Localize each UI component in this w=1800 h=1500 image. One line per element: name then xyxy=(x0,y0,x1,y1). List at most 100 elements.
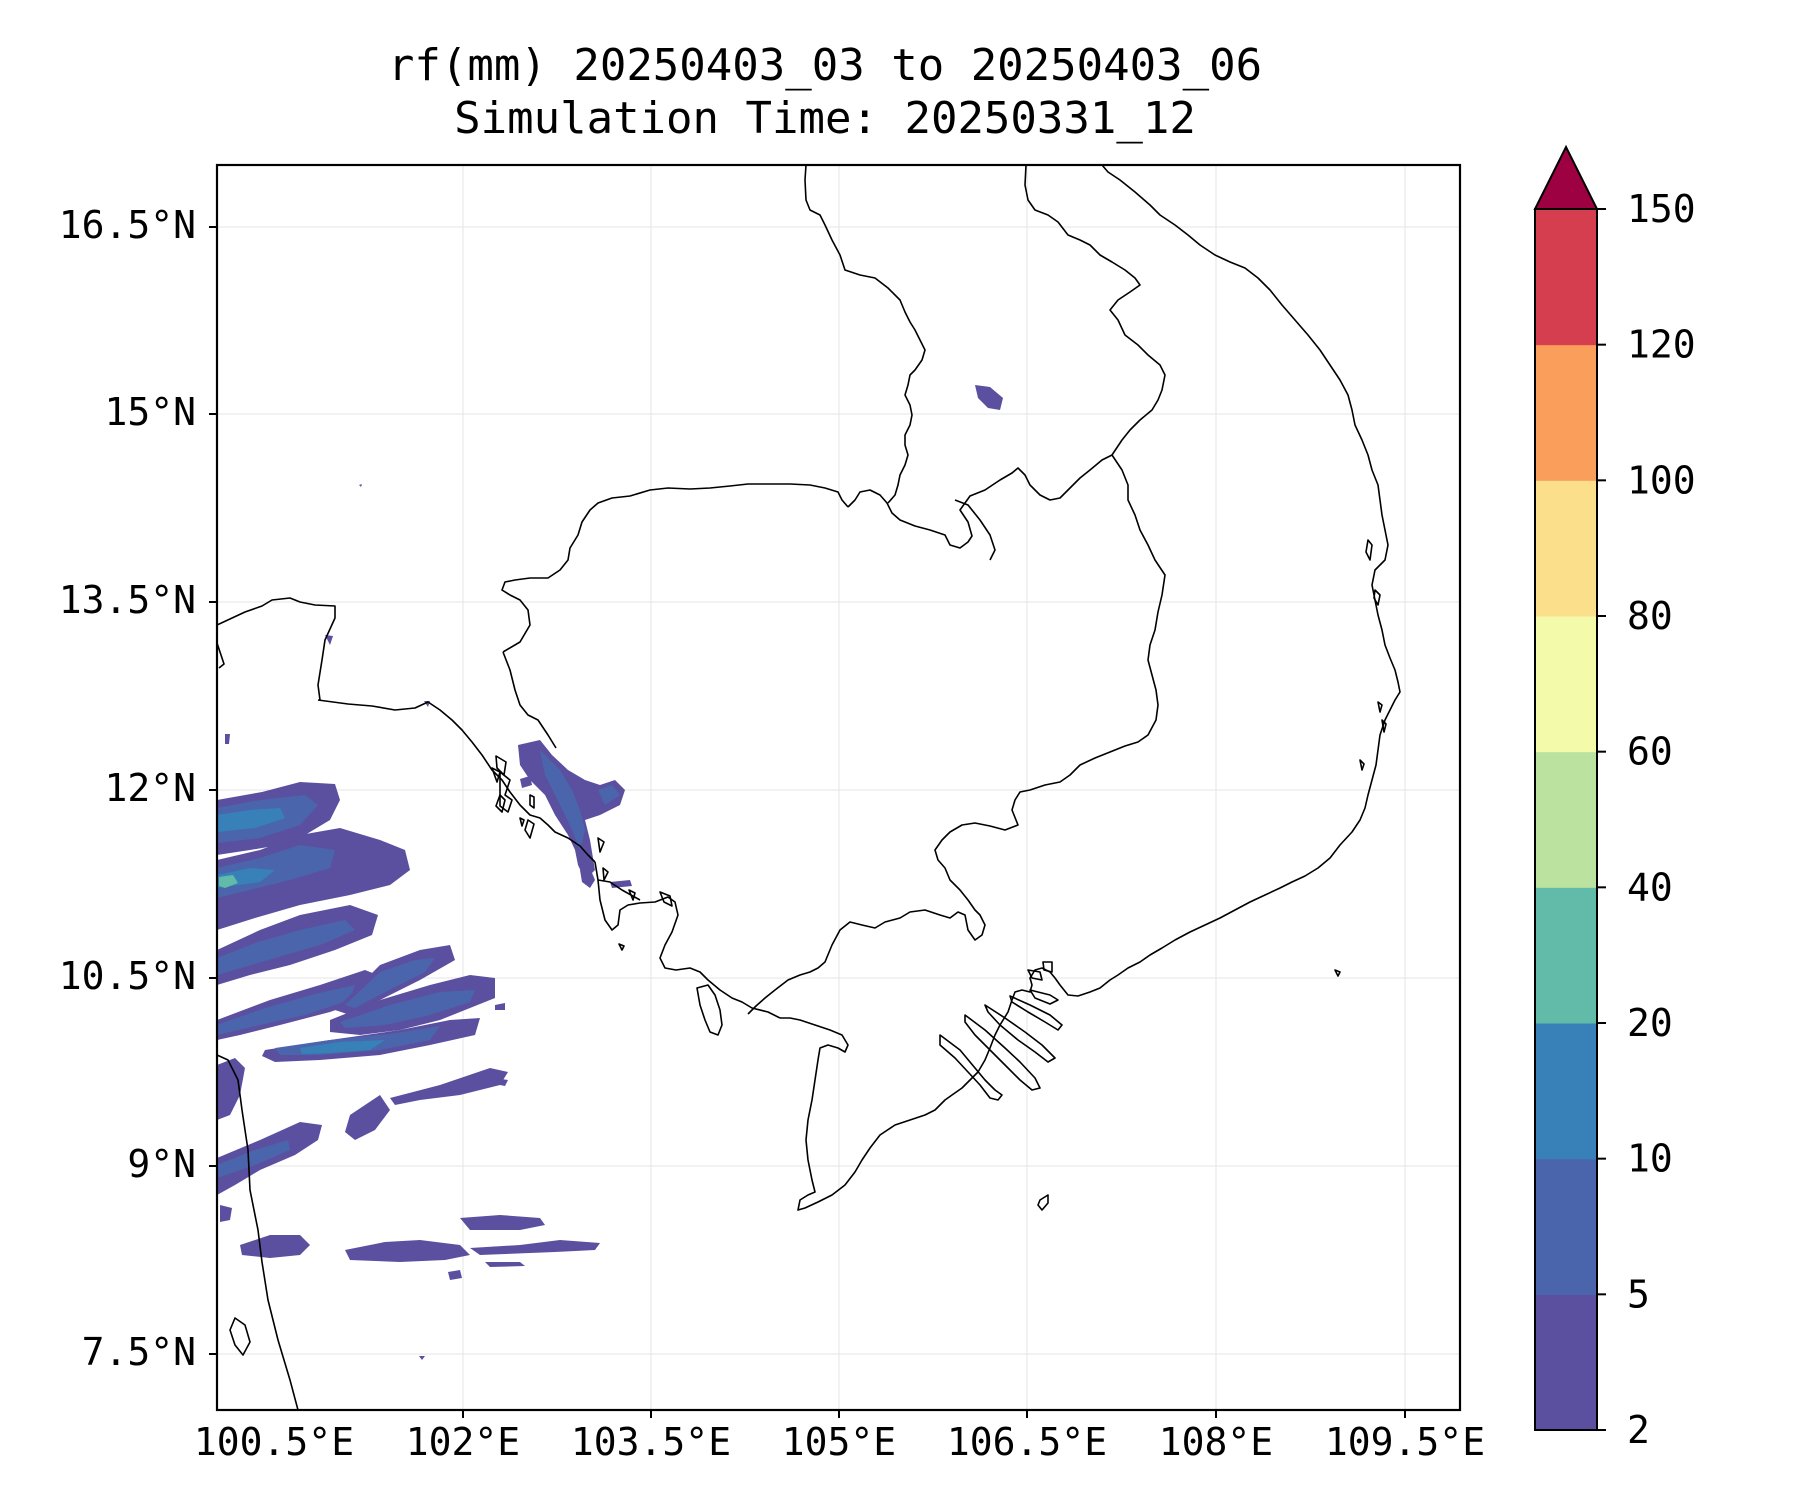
colorbar-segment xyxy=(1535,616,1597,753)
island xyxy=(1381,719,1387,733)
border xyxy=(954,499,996,561)
island xyxy=(519,817,525,827)
lat-label: 7.5°N xyxy=(82,1330,196,1374)
rain-cell xyxy=(217,1058,245,1120)
island xyxy=(696,984,723,1036)
tick-marks xyxy=(209,226,1406,1418)
rain-cell xyxy=(217,828,410,930)
lat-label: 10.5°N xyxy=(59,954,196,998)
coastline xyxy=(524,819,535,839)
rain-cell xyxy=(390,1068,508,1105)
lat-label: 12°N xyxy=(104,766,196,810)
coastline xyxy=(491,767,501,783)
colorbar: 2 5 10 20 40 60 80 100 120 150 xyxy=(1533,144,1696,1452)
colorbar-extend-arrow xyxy=(1533,144,1599,210)
colorbar-tick-label: 120 xyxy=(1627,323,1696,367)
rain-cell xyxy=(217,808,285,832)
coastline xyxy=(495,794,506,813)
colorbar-segment xyxy=(1535,1294,1597,1431)
rain-cell xyxy=(340,990,475,1028)
rain-cell xyxy=(495,1003,505,1010)
coastline xyxy=(1027,969,1043,981)
border xyxy=(594,861,781,1019)
rain-cell xyxy=(470,1240,600,1255)
rain-cell xyxy=(540,750,585,850)
border xyxy=(1024,165,1166,456)
island xyxy=(1377,701,1383,713)
rain-cell xyxy=(217,985,355,1035)
rain-cell xyxy=(580,868,595,888)
coastline xyxy=(602,867,609,881)
rain-cell xyxy=(217,1140,290,1178)
rain-cell xyxy=(345,1240,470,1262)
colorbar-tick-label: 5 xyxy=(1627,1272,1650,1316)
coastlines-borders xyxy=(217,165,1401,1410)
island xyxy=(1373,589,1381,606)
rain-cell xyxy=(520,776,532,788)
lon-label: 106.5°E xyxy=(947,1420,1107,1464)
colorbar-segment xyxy=(1535,751,1597,888)
colorbar-tick-label: 80 xyxy=(1627,594,1673,638)
coastline xyxy=(1029,989,1059,1005)
colorbar-tick-label: 10 xyxy=(1627,1137,1673,1181)
coastline xyxy=(229,1317,251,1356)
lon-label: 109.5°E xyxy=(1325,1420,1485,1464)
coastline xyxy=(1009,995,1063,1031)
coastline xyxy=(984,1004,1056,1063)
rain-cell xyxy=(220,1205,232,1222)
gridlines xyxy=(217,165,1460,1410)
rain-cell xyxy=(359,484,362,487)
rain-cell xyxy=(219,875,238,888)
border xyxy=(847,454,1113,549)
border xyxy=(804,165,926,504)
colorbar-frame xyxy=(1534,208,1598,1431)
lon-label: 100.5°E xyxy=(194,1420,354,1464)
colorbar-tick-label: 100 xyxy=(1627,458,1696,502)
colorbar-tick-label: 20 xyxy=(1627,1001,1673,1045)
colorbar-segment xyxy=(1535,209,1597,346)
rain-cell xyxy=(225,734,230,744)
coastline xyxy=(964,1014,1041,1091)
border xyxy=(501,483,849,653)
coastline xyxy=(597,837,605,853)
colorbar-segment xyxy=(1535,887,1597,1024)
border xyxy=(597,879,641,901)
lat-label: 16.5°N xyxy=(59,203,196,247)
colorbar-tick-label: 150 xyxy=(1627,187,1696,231)
rain-cell xyxy=(485,1262,525,1267)
border xyxy=(217,597,336,701)
map-title: rf(mm) 20250403_03 to 20250403_06 xyxy=(387,40,1263,91)
lat-label: 9°N xyxy=(127,1142,196,1186)
rain-cell xyxy=(419,1356,425,1360)
rain-cell xyxy=(217,845,335,898)
border xyxy=(502,651,557,749)
coastline xyxy=(780,165,1401,1211)
rain-cell xyxy=(345,958,435,1008)
rain-cell xyxy=(495,1078,508,1086)
rain-cell xyxy=(448,1270,462,1280)
colorbar-tick-label: 2 xyxy=(1627,1408,1650,1452)
lon-label: 103.5°E xyxy=(571,1420,731,1464)
lat-label: 13.5°N xyxy=(59,578,196,622)
island xyxy=(1037,1194,1049,1211)
colorbar-segment xyxy=(1535,1158,1597,1295)
island xyxy=(618,943,625,951)
coastline xyxy=(939,1034,1003,1101)
simulation-time-subtitle: Simulation Time: 20250331_12 xyxy=(454,93,1196,144)
rain-cell xyxy=(345,1095,390,1140)
rain-cell xyxy=(975,385,1003,410)
colorbar-segment xyxy=(1535,344,1597,481)
island xyxy=(529,794,535,809)
coastline xyxy=(1042,961,1053,973)
lon-label: 102°E xyxy=(406,1420,520,1464)
colorbar-tick-label: 40 xyxy=(1627,865,1673,909)
island xyxy=(1334,969,1341,977)
rain-cell xyxy=(460,1215,545,1230)
colorbar-tick-label: 60 xyxy=(1627,730,1673,774)
rain-cell xyxy=(300,1040,385,1054)
lon-label: 108°E xyxy=(1159,1420,1273,1464)
island xyxy=(1365,539,1373,561)
longitude-labels: 100.5°E 102°E 103.5°E 105°E 106.5°E 108°… xyxy=(194,1420,1485,1464)
colorbar-segment xyxy=(1535,480,1597,617)
lon-label: 105°E xyxy=(782,1420,896,1464)
